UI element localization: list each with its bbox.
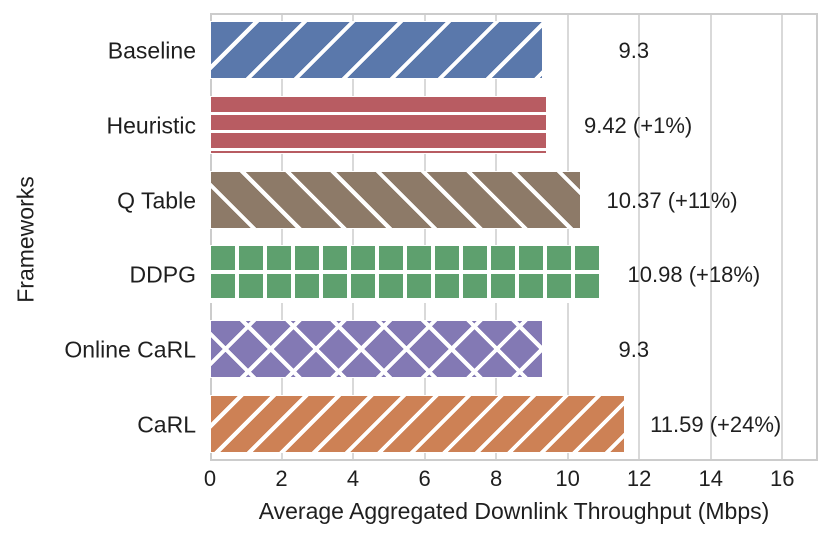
category-label-baseline: Baseline bbox=[107, 37, 196, 64]
x-tick-label-4: 4 bbox=[346, 466, 360, 491]
bar-ddpg bbox=[210, 245, 603, 304]
x-tick-label-2: 2 bbox=[275, 466, 288, 491]
x-tick-label-10: 10 bbox=[555, 466, 580, 491]
bar-value-label-online-carl: 9.3 bbox=[618, 337, 650, 362]
gridline-x-12 bbox=[638, 15, 641, 459]
category-label-carl: CaRL bbox=[137, 411, 196, 438]
bar-online-carl bbox=[210, 320, 543, 378]
category-label-q-table: Q Table bbox=[117, 187, 196, 214]
bar-value-label-carl: 11.59 (+24%) bbox=[650, 411, 782, 437]
x-tick-label-12: 12 bbox=[626, 466, 652, 491]
x-axis-label: Average Aggregated Downlink Throughput (… bbox=[258, 498, 770, 524]
gridline-x-4 bbox=[352, 15, 355, 459]
category-label-ddpg: DDPG bbox=[129, 261, 196, 288]
bar-value-label-baseline: 9.3 bbox=[618, 38, 650, 64]
bar-carl bbox=[210, 394, 625, 453]
x-tick-label-16: 16 bbox=[769, 466, 795, 491]
y-axis-label: Frameworks bbox=[12, 176, 39, 303]
x-tick-label-14: 14 bbox=[698, 466, 723, 491]
x-tick-label-8: 8 bbox=[489, 466, 503, 491]
gridline-x-16 bbox=[781, 15, 784, 459]
bar-value-label-q-table: 10.37 (+11%) bbox=[606, 187, 738, 213]
gridline-x-14 bbox=[709, 15, 712, 459]
plot-area bbox=[210, 13, 818, 461]
gridline-x-6 bbox=[423, 15, 426, 459]
x-tick-label-6: 6 bbox=[418, 466, 431, 491]
bar-q-table bbox=[210, 170, 581, 229]
category-label-online-carl: Online CaRL bbox=[64, 336, 196, 363]
bar-value-label-heuristic: 9.42 (+1%) bbox=[583, 113, 693, 138]
category-label-heuristic: Heuristic bbox=[106, 112, 196, 139]
x-tick-label-0: 0 bbox=[203, 466, 217, 491]
gridline-x-10 bbox=[566, 15, 569, 459]
bar-heuristic bbox=[210, 96, 547, 154]
gridline-x-8 bbox=[495, 15, 498, 459]
bar-value-label-ddpg: 10.98 (+18%) bbox=[627, 262, 761, 288]
gridline-x-2 bbox=[280, 15, 283, 459]
bar-baseline bbox=[210, 21, 543, 80]
